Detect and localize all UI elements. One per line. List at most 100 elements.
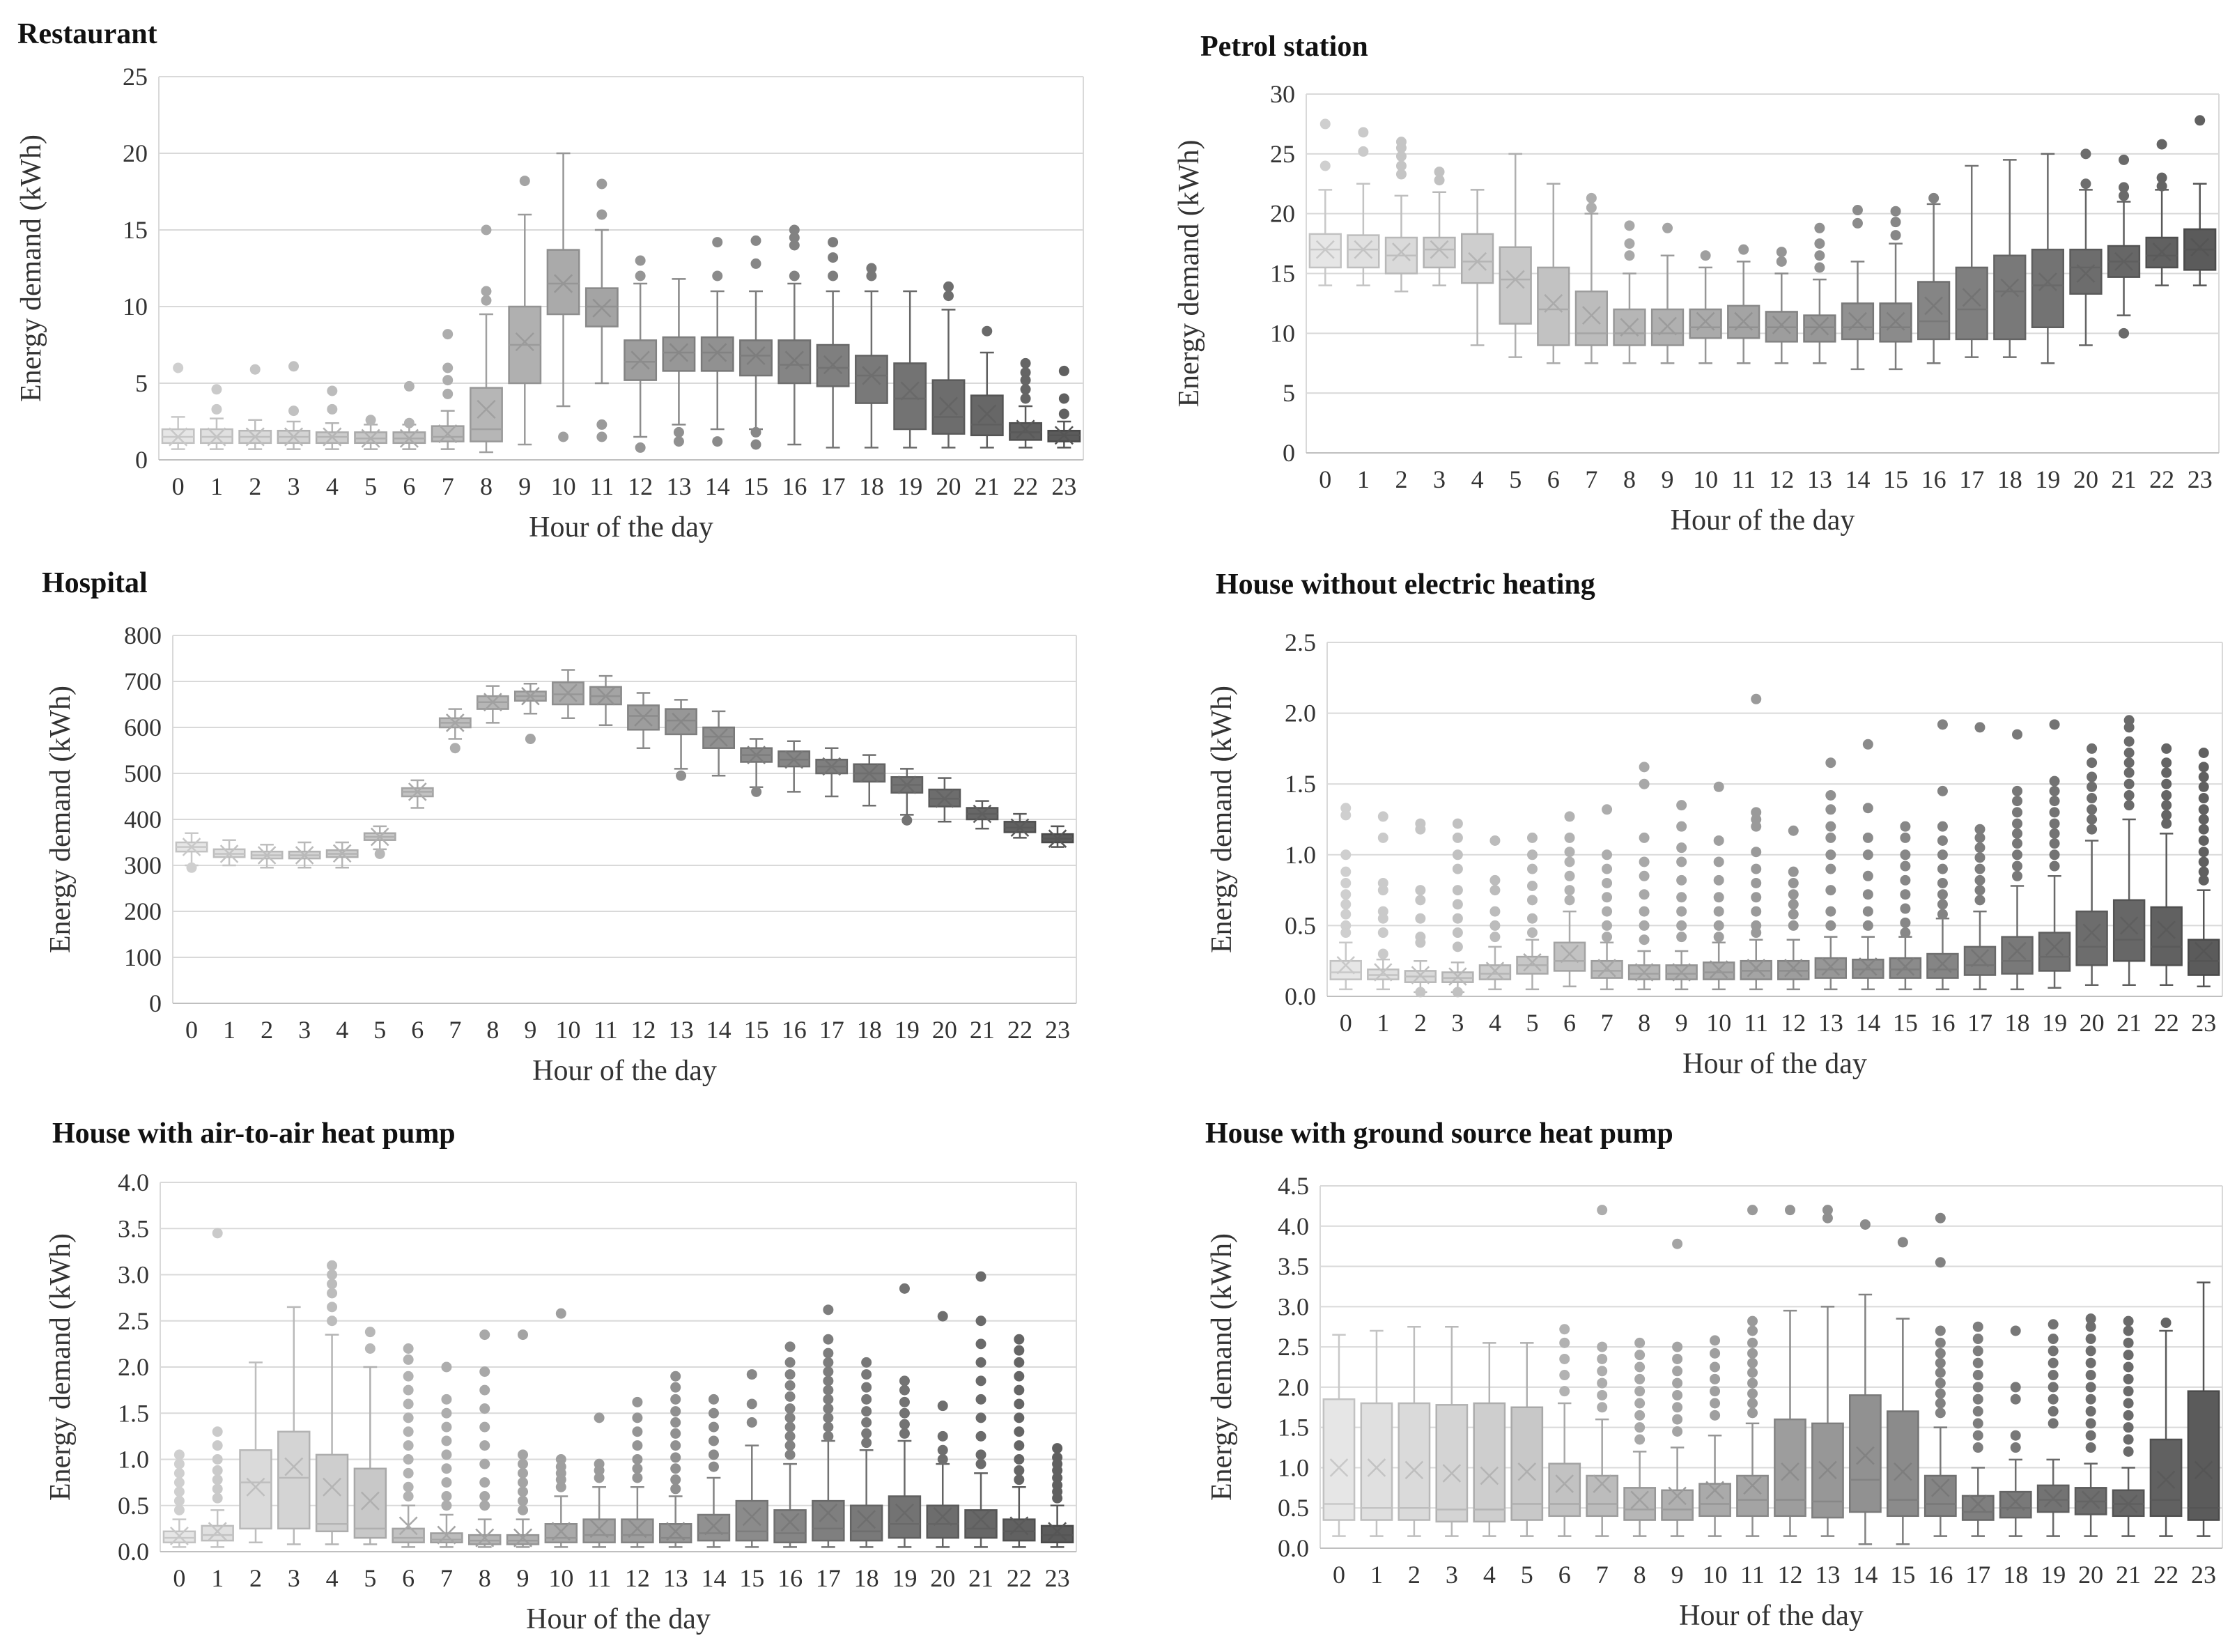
mean-marker xyxy=(2194,1460,2213,1480)
mean-marker xyxy=(1705,1481,1724,1500)
outlier-point xyxy=(1713,856,1724,867)
outlier-point xyxy=(1602,863,1613,874)
outlier-point xyxy=(1602,906,1613,917)
iqr-box xyxy=(1955,266,1988,341)
outlier-point xyxy=(1822,1212,1833,1223)
x-tick-label: 20 xyxy=(2078,1561,2103,1589)
x-tick-label: 3 xyxy=(288,1564,300,1592)
outlier-point xyxy=(861,1428,872,1439)
mean-marker xyxy=(2190,238,2210,257)
box-hour-4 xyxy=(315,385,349,450)
outlier-point xyxy=(708,1394,719,1405)
box-hour-2 xyxy=(1398,1325,1431,1537)
x-tick-label: 11 xyxy=(590,472,614,500)
outlier-point xyxy=(823,1366,834,1377)
outlier-point xyxy=(670,1428,681,1439)
outlier-point xyxy=(1972,1334,1983,1345)
box-hour-16 xyxy=(777,224,812,446)
mean-marker xyxy=(1743,1476,1762,1495)
x-tick-label: 12 xyxy=(1781,1009,1806,1037)
box-hour-12 xyxy=(627,692,660,749)
iqr-box xyxy=(1398,1402,1431,1521)
outlier-point xyxy=(2049,828,2060,839)
outlier-point xyxy=(1862,803,1873,814)
box-hour-10 xyxy=(1702,781,1735,991)
outlier-point xyxy=(481,286,492,297)
outlier-point xyxy=(1713,781,1724,792)
box-hour-7 xyxy=(431,329,465,450)
outlier-point xyxy=(751,786,762,797)
x-tick-label: 23 xyxy=(2191,1561,2216,1589)
outlier-point xyxy=(1597,1341,1608,1352)
outlier-point xyxy=(212,1454,223,1465)
outlier-point xyxy=(670,1474,681,1485)
outlier-point xyxy=(750,235,761,246)
outlier-point xyxy=(327,1269,338,1280)
outlier-point xyxy=(327,1260,338,1271)
outlier-point xyxy=(442,375,454,386)
iqr-box xyxy=(1003,1518,1036,1542)
outlier-point xyxy=(479,1458,490,1469)
mean-marker xyxy=(207,427,226,447)
outlier-point xyxy=(632,1454,643,1465)
outlier-point xyxy=(1784,1205,1795,1216)
box-hour-6 xyxy=(1548,1324,1581,1537)
outlier-point xyxy=(1900,917,1911,928)
box-hour-12 xyxy=(624,255,658,453)
box-hour-13 xyxy=(1814,757,1848,991)
outlier-point xyxy=(1935,1407,1946,1419)
iqr-box xyxy=(2075,910,2108,966)
outlier-point xyxy=(1395,150,1407,162)
outlier-point xyxy=(1639,906,1650,917)
mean-marker xyxy=(971,1510,991,1529)
box-hour-13 xyxy=(662,278,696,447)
mean-marker xyxy=(553,274,573,293)
outlier-point xyxy=(1597,1366,1608,1377)
box-hour-11 xyxy=(1727,244,1760,364)
x-tick-label: 16 xyxy=(782,1016,807,1044)
outlier-point xyxy=(403,1384,414,1396)
outlier-point xyxy=(1751,821,1762,832)
outlier-point xyxy=(1415,824,1426,835)
iqr-box xyxy=(1961,1495,1995,1521)
box-hour-10 xyxy=(1698,1335,1731,1537)
iqr-box xyxy=(1917,281,1951,341)
iqr-box xyxy=(470,387,503,442)
outlier-point xyxy=(212,1465,223,1476)
outlier-point xyxy=(1597,1205,1608,1216)
box-hour-21 xyxy=(966,800,999,830)
x-tick-label: 12 xyxy=(625,1564,650,1592)
mean-marker xyxy=(1560,944,1579,964)
outlier-point xyxy=(899,1375,910,1387)
mean-marker xyxy=(672,712,690,732)
box-hour-0 xyxy=(1329,803,1362,991)
outlier-point xyxy=(1672,1341,1683,1352)
outlier-point xyxy=(670,1463,681,1474)
outlier-point xyxy=(750,426,761,438)
outlier-point xyxy=(708,1407,719,1419)
outlier-point xyxy=(1415,895,1426,906)
outlier-point xyxy=(2123,1337,2134,1348)
box-hour-19 xyxy=(888,1283,922,1548)
outlier-point xyxy=(899,1428,910,1439)
box-hour-17 xyxy=(815,747,849,798)
box-hour-8 xyxy=(1623,1337,1657,1537)
outlier-point xyxy=(2049,796,2060,807)
outlier-point xyxy=(2119,327,2130,339)
outlier-point xyxy=(1020,357,1031,369)
box-hour-11 xyxy=(585,178,619,442)
outlier-point xyxy=(1526,832,1538,843)
outlier-point xyxy=(1602,849,1613,860)
x-tick-label: 20 xyxy=(932,1016,957,1044)
outlier-point xyxy=(2010,1394,2021,1405)
box-hour-4 xyxy=(1478,835,1512,991)
box-hour-6 xyxy=(392,1343,425,1548)
outlier-point xyxy=(2049,838,2060,849)
outlier-point xyxy=(635,255,646,266)
iqr-box xyxy=(1689,308,1722,339)
outlier-point xyxy=(1020,375,1031,386)
box-hour-23 xyxy=(2187,1281,2220,1537)
outlier-point xyxy=(1415,913,1426,924)
mean-marker xyxy=(1597,959,1616,978)
